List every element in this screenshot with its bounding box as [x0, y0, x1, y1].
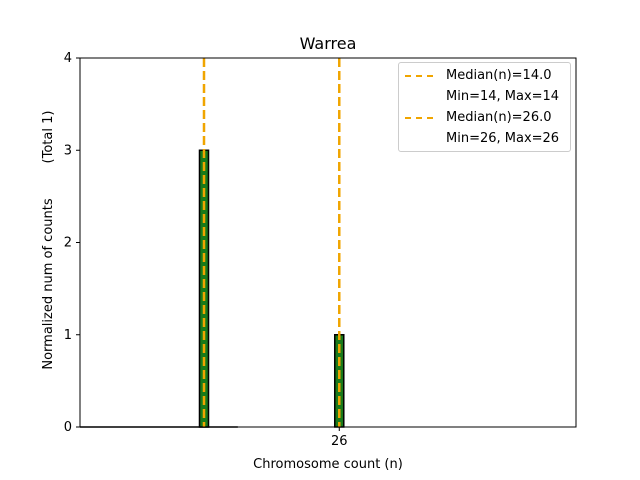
chart-title: Warrea [300, 34, 357, 53]
legend-item-median-14: Median(n)=14.0 [399, 67, 570, 85]
legend-label: Min=26, Max=26 [446, 131, 560, 146]
legend-item-median-26: Median(n)=26.0 [399, 109, 570, 127]
legend-label: Median(n)=14.0 [446, 68, 552, 83]
dashed-line-icon [405, 75, 433, 77]
y-axis-label: Normalized num of counts [41, 198, 56, 369]
x-tick-label: 26 [331, 434, 348, 449]
y-tick-label: 4 [64, 51, 72, 66]
y-tick-label: 1 [64, 328, 72, 343]
y-tick-label: 2 [64, 236, 72, 251]
legend-item-range-26: Min=26, Max=26 [399, 130, 570, 148]
dashed-line-icon [405, 117, 433, 119]
legend-item-range-14: Min=14, Max=14 [399, 88, 570, 106]
axis-ticks: 0 1 2 3 4 26 [64, 51, 348, 449]
x-axis-label: Chromosome count (n) [253, 457, 403, 472]
legend: Median(n)=14.0 Min=14, Max=14 Median(n)=… [398, 62, 571, 152]
legend-label: Min=14, Max=14 [446, 89, 560, 104]
plot-area [80, 58, 345, 428]
y-tick-label: 0 [64, 420, 72, 435]
y-tick-label: 3 [64, 143, 72, 158]
legend-label: Median(n)=26.0 [446, 110, 552, 125]
y-axis-total-note: (Total 1) [41, 111, 56, 164]
